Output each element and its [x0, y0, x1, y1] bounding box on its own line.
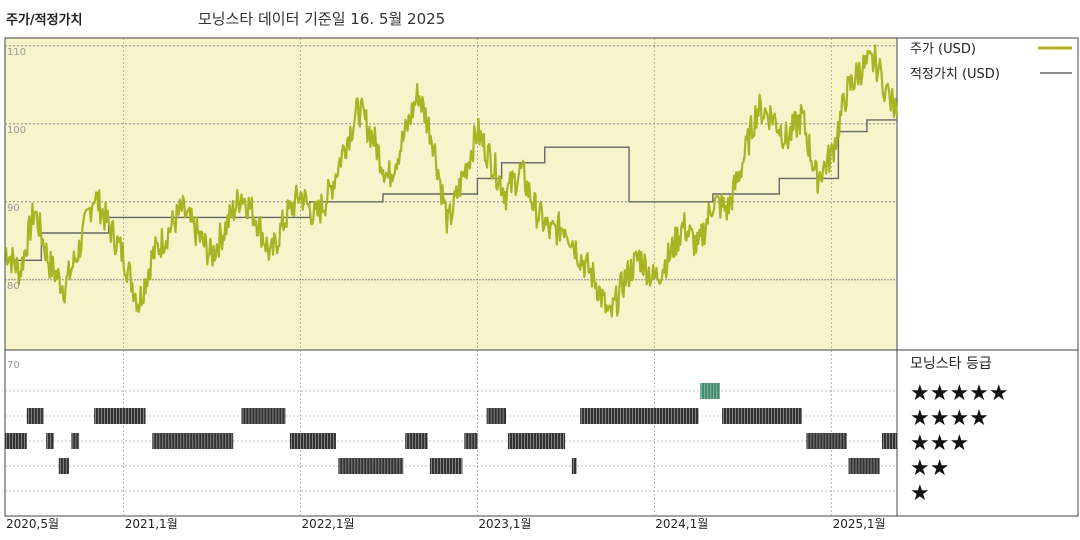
x-tick-label: 2021,1월: [125, 517, 178, 531]
rating-period-3-star: [507, 433, 566, 449]
rating-bar: [806, 433, 847, 449]
rating-period-3-star: [806, 433, 847, 449]
rating-heatmap: ★★★★★★★★★★★★★★★: [5, 381, 1009, 506]
rating-row-label: ★★★★: [910, 406, 989, 431]
rating-bar: [464, 433, 478, 449]
rating-period-3-star: [405, 433, 428, 449]
x-tick-label: 2020,5월: [6, 517, 59, 531]
axis-ticks: 110 100 90 80 2020,5월 2021,1월 2022,1월 2023,1월 20…: [6, 47, 886, 531]
rating-bar: [71, 433, 80, 449]
rating-row-label: ★★★: [910, 431, 969, 456]
rating-period-3-star: [46, 433, 55, 449]
rating-period-3-star: [881, 433, 897, 449]
y-tick-label: 110: [7, 47, 26, 58]
rating-row-label: ★: [910, 481, 930, 506]
x-tick-label: 2022,1월: [302, 517, 355, 531]
rating-bar: [46, 433, 54, 449]
rating-bar: [5, 433, 27, 449]
rating-bar: [722, 408, 803, 424]
rating-row-label: ★★★★★: [910, 381, 1009, 406]
rating-period-4-star: [26, 408, 44, 424]
rating-period-3-star: [464, 433, 478, 449]
price-line: [4, 44, 899, 318]
rating-period-2-star: [429, 458, 463, 474]
rating-bar: [289, 433, 336, 449]
x-tick-label: 2023,1월: [478, 517, 531, 531]
rating-period-3-star: [71, 433, 80, 449]
rating-period-3-star: [152, 433, 234, 449]
rating-period-4-star: [94, 408, 146, 424]
rating-bar: [571, 458, 577, 474]
rating-period-4-star: [486, 408, 506, 424]
rating-period-2-star: [848, 458, 880, 474]
rating-period-4-star: [241, 408, 286, 424]
data-date-subtitle: 모닝스타 데이터 기준일 16. 5월 2025: [198, 10, 445, 28]
chart-title: 주가/적정가치: [6, 12, 83, 28]
rating-bar: [26, 408, 44, 424]
chart-frame: [4, 37, 1079, 517]
rating-period-5-star: [700, 383, 720, 399]
rating-bar: [405, 433, 428, 449]
legend-price-label: 주가 (USD): [910, 42, 976, 57]
rating-bar: [241, 408, 286, 424]
x-tick-label: 2024,1월: [655, 517, 708, 531]
chart-gridlines: [5, 38, 897, 516]
rating-period-4-star: [580, 408, 699, 424]
rating-period-4-star: [722, 408, 803, 424]
y-tick-label: 100: [7, 125, 26, 136]
rating-period-2-star: [58, 458, 69, 474]
rating-bar: [58, 458, 69, 474]
chart-labels: 주가/적정가치 모닝스타 데이터 기준일 16. 5월 2025 주가 (USD…: [6, 10, 1000, 372]
legend-fair-value-label: 적정가치 (USD): [910, 67, 1000, 82]
legend-rating-title: 모닝스타 등급: [910, 356, 992, 372]
rating-period-3-star: [289, 433, 336, 449]
legend-swatches: [1038, 46, 1072, 74]
x-tick-label: 2025,1월: [833, 517, 886, 531]
chart-series: [4, 44, 899, 318]
y-tick-label: 80: [7, 281, 20, 292]
rating-period-3-star: [5, 433, 27, 449]
rating-row-label: ★★: [910, 456, 949, 481]
lower-panel-tick-label: 70: [7, 360, 20, 371]
rating-period-2-star: [338, 458, 404, 474]
y-tick-label: 90: [7, 203, 20, 214]
rating-period-2-star: [571, 458, 577, 474]
